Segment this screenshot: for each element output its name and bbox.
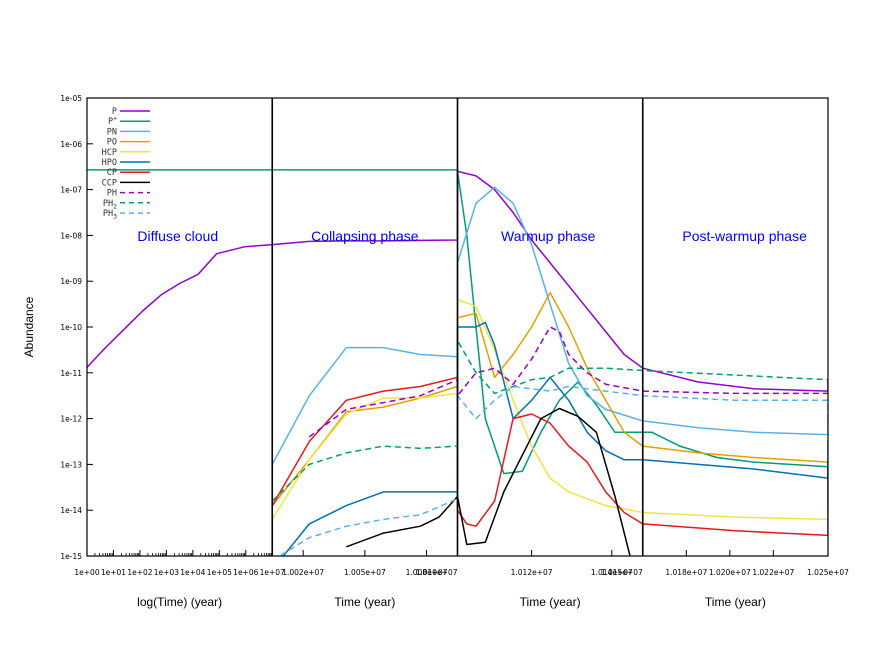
legend-item: CCP [102, 178, 150, 188]
y-tick-label: 1e-11 [60, 369, 82, 378]
y-tick-label: 1e-15 [60, 552, 82, 561]
legend-item: PH3 [103, 209, 150, 221]
x-tick-label: 1.020e+07 [709, 568, 751, 577]
x-tick-label: 1.014e+07 [591, 568, 633, 577]
x-tick-label: 1.008e+07 [406, 568, 448, 577]
legend-item: PO [107, 138, 150, 148]
x-tick-label: 1.022e+07 [752, 568, 794, 577]
x-tick-label: 1.018e+07 [665, 568, 707, 577]
legend-label: CP [107, 168, 117, 178]
series-line-p [87, 170, 828, 392]
y-tick-label: 1e-13 [60, 460, 82, 469]
x-tick-label: 1e+03 [154, 568, 179, 577]
legend-label: HCP [102, 148, 117, 158]
x-axis: 1e+00 1e+01 1e+02 1e+03 1e+04 1e+05 1e+06 1e+07… [74, 550, 849, 577]
y-tick-label: 1e-06 [60, 140, 82, 149]
series-line-ph [308, 326, 828, 438]
x-tick-label: 1.010e+07 [416, 568, 458, 577]
x-tick-label: 1e+00 [74, 568, 99, 577]
phase-label: Diffuse cloud [137, 228, 218, 244]
x-tick-label: 1.015e+07 [601, 568, 643, 577]
y-axis-title: Abundance [22, 296, 36, 357]
phase-label: Warmup phase [501, 228, 596, 244]
phase-label: Post-warmup phase [682, 228, 807, 244]
x-tick-label: 1e+06 [233, 568, 258, 577]
legend-label: P+ [108, 115, 117, 128]
y-axis: 1e-15 1e-14 1e-13 1e-12 1e-11 1e-10 1e-09 1e-08… [60, 94, 93, 561]
legend-label: PH2 [103, 199, 117, 211]
legend-item: HPO [102, 158, 150, 168]
y-tick-label: 1e-08 [60, 231, 82, 240]
legend-item: P+ [108, 115, 150, 128]
x-tick-label: 1.025e+07 [807, 568, 849, 577]
x-tick-label: 1e+01 [101, 568, 126, 577]
x-axis-title: Time (year) [705, 595, 766, 609]
y-tick-label: 1e-14 [60, 506, 82, 515]
x-tick-label: 1.002e+07 [282, 568, 324, 577]
phase-label: Collapsing phase [311, 228, 419, 244]
legend-item: P [112, 107, 150, 117]
y-tick-label: 1e-05 [60, 94, 82, 103]
x-tick-label: 1e+04 [180, 568, 205, 577]
x-tick-label: 1.012e+07 [511, 568, 553, 577]
x-axis-title: Time (year) [334, 595, 395, 609]
legend-label: PH3 [103, 209, 117, 221]
y-tick-label: 1e-07 [60, 186, 82, 195]
legend-label: CCP [102, 178, 117, 188]
y-tick-label: 1e-10 [60, 323, 82, 332]
y-tick-label: 1e-12 [60, 415, 82, 424]
legend-item: HCP [102, 148, 150, 158]
x-tick-label: 1e+05 [207, 568, 232, 577]
legend-label: PO [107, 138, 117, 148]
x-tick-label: 1.005e+07 [344, 568, 386, 577]
legend-label: PH [107, 189, 117, 199]
series-line-hcp [271, 298, 828, 525]
legend-item: CP [107, 168, 150, 178]
legend-item: PH [107, 189, 150, 199]
x-axis-title: log(Time) (year) [137, 595, 222, 609]
phase-labels: Diffuse cloud Collapsing phase Warmup phas… [137, 228, 807, 244]
series-line-p+ [87, 169, 828, 511]
series-line-ccp [346, 407, 631, 556]
series-line-hpo [282, 321, 828, 556]
x-tick-label: 1e+02 [127, 568, 152, 577]
plot-frame [86, 97, 829, 557]
x-tick-label: 1e+07 [260, 568, 285, 577]
x-axis-title: Time (year) [520, 595, 581, 609]
legend-item: PN [107, 127, 150, 137]
legend-label: HPO [102, 158, 117, 168]
legend-label: PN [107, 127, 117, 137]
legend-label: P [112, 107, 117, 117]
legend-item: PH2 [103, 199, 150, 211]
y-tick-label: 1e-09 [60, 277, 82, 286]
x-axis-titles: log(Time) (year) Time (year) Time (year) Ti… [137, 595, 766, 609]
